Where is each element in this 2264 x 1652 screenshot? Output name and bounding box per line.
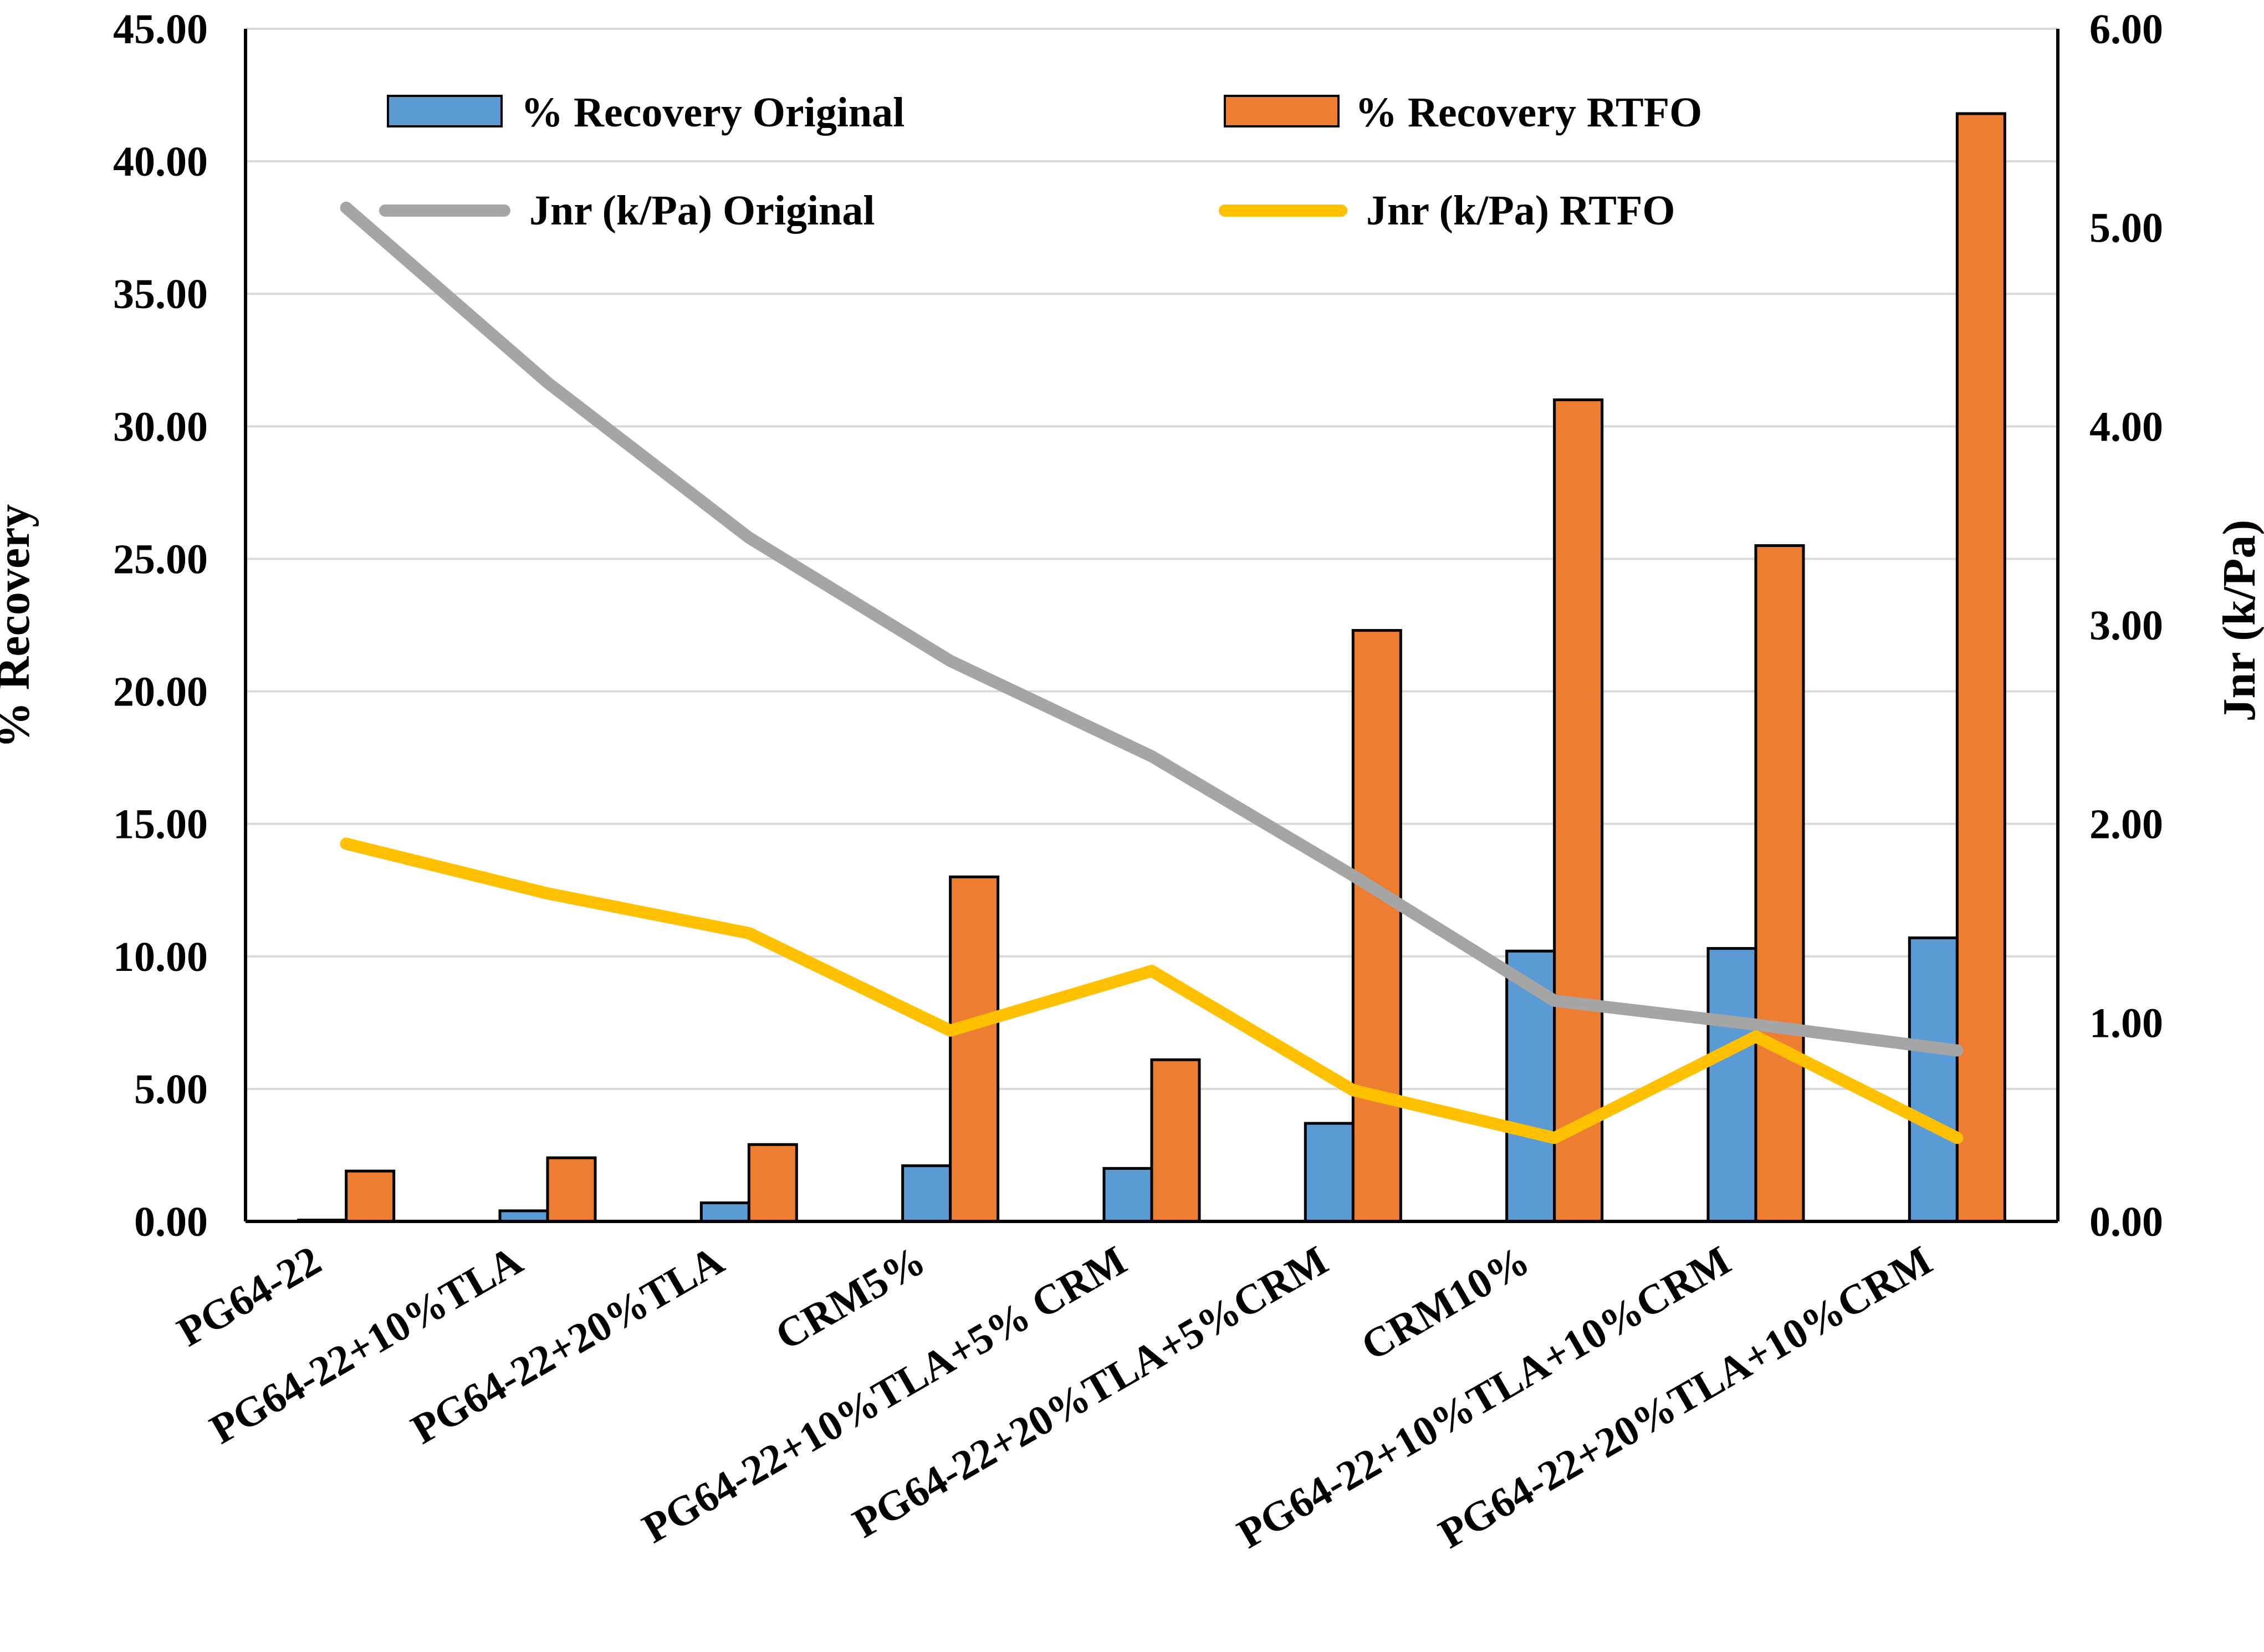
y-tick-label: 15.00 [113,801,208,848]
y2-tick-label: 3.00 [2089,602,2163,649]
y2-tick-label: 1.00 [2089,1000,2163,1046]
legend-item-jnr-rtfo: Jnr (k/Pa) RTFO [1219,187,1675,234]
gridlines [246,28,2058,1090]
legend: % Recovery Original % Recovery RTFO Jnr … [379,89,1702,234]
x-category-label: CRM5% [768,1237,933,1359]
y2-tick-label: 5.00 [2089,205,2163,252]
legend-item-recovery-original: % Recovery Original [387,89,904,136]
bar-recovery-rtfo [345,1169,396,1223]
x-category-label: PG64-22 [170,1237,329,1356]
line-jnr-k-pa-rtfo [340,837,1964,1144]
legend-swatch-recovery-original [387,95,503,127]
x-category-label: CRM10% [1353,1237,1537,1370]
y-tick-label: 35.00 [113,271,208,318]
y2-tick-label: 6.00 [2089,6,2163,53]
y-tick-label: 20.00 [113,669,208,715]
y-tick-label: 0.00 [134,1199,208,1245]
y2-tick-label: 4.00 [2089,403,2163,450]
legend-label-recovery-rtfo: % Recovery RTFO [1355,89,1702,136]
y-tick-label: 10.00 [113,934,208,980]
y-tick-label: 30.00 [113,403,208,450]
bar-recovery-original [1908,936,1959,1223]
bar-recovery-original [699,1201,750,1223]
axes [244,29,2059,1223]
bar-recovery-rtfo [1351,629,1402,1223]
bar-recovery-rtfo [949,875,1000,1223]
y-tick-label: 25.00 [113,536,208,582]
bar-recovery-rtfo [747,1143,798,1223]
y2-axis-title: Jnr (k/Pa) [2214,520,2264,722]
bar-recovery-original [1102,1167,1153,1223]
bar-recovery-rtfo [1754,544,1805,1223]
y-tick-label: 5.00 [134,1066,208,1113]
y-axis-title: % Recovery [0,504,39,749]
bar-recovery-rtfo [1150,1058,1201,1223]
y-tick-label: 45.00 [113,6,208,53]
bar-recovery-rtfo [1955,112,2006,1223]
legend-item-recovery-rtfo: % Recovery RTFO [1224,89,1702,136]
y-tick-label: 40.00 [113,139,208,185]
lines [340,201,1964,1144]
bars [297,112,2006,1223]
tick-labels: 0.00 5.00 10.00 15.00 20.00 25.00 30.00 35.00 40… [113,6,2163,1245]
bar-recovery-original [1304,1122,1355,1223]
legend-swatch-recovery-rtfo [1224,95,1340,127]
y2-tick-label: 2.00 [2089,801,2163,848]
bar-recovery-original [901,1164,952,1223]
y2-tick-label: 0.00 [2089,1199,2163,1245]
line-jnr-k-pa-original [340,201,1964,1057]
legend-label-jnr-original: Jnr (k/Pa) Original [529,187,875,234]
bar-recovery-original [1706,947,1757,1223]
legend-item-jnr-original: Jnr (k/Pa) Original [379,187,875,234]
legend-label-recovery-original: % Recovery Original [521,89,904,136]
bar-recovery-rtfo [546,1156,597,1223]
legend-label-jnr-rtfo: Jnr (k/Pa) RTFO [1366,187,1675,234]
bar-recovery-rtfo [1553,398,1604,1223]
